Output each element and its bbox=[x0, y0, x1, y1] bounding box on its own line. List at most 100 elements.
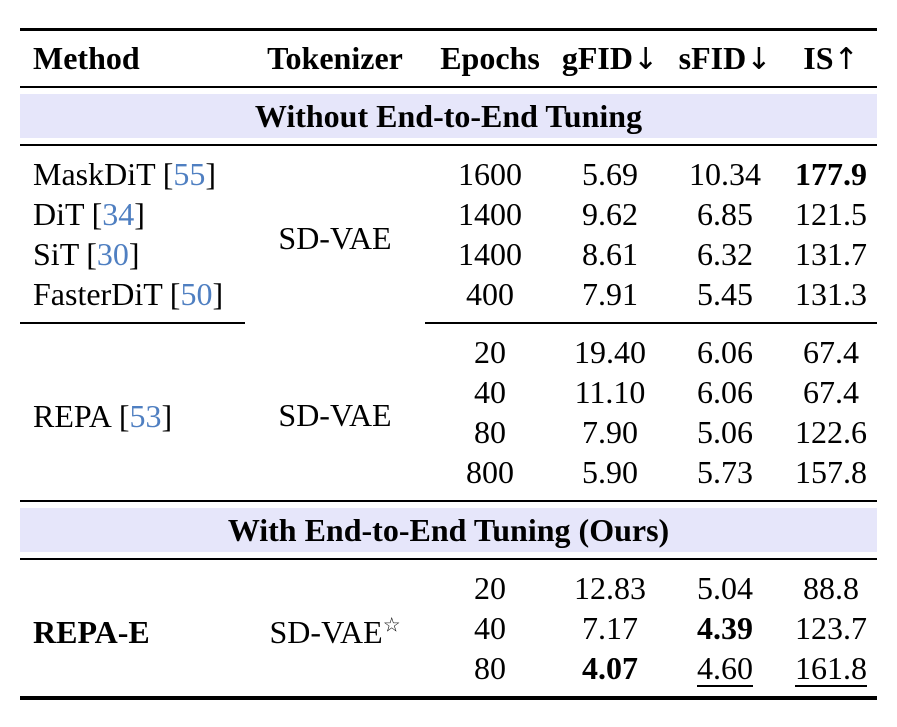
method-name: DiT bbox=[33, 195, 85, 232]
paper-table-page: Method Tokenizer Epochs gFID↓ sFID↓ IS↑ … bbox=[20, 28, 877, 700]
cite-bracket-close: ] bbox=[205, 155, 216, 192]
cell-epochs: 1400 bbox=[458, 235, 522, 272]
cell-gfid: 5.90 bbox=[555, 452, 665, 502]
column-header-sfid: sFID↓ bbox=[665, 29, 785, 88]
cell-sfid: 5.04 bbox=[697, 569, 753, 606]
cell-is: 123.7 bbox=[795, 609, 867, 646]
table-row: 80 7.90 5.06 122.6 bbox=[20, 412, 877, 452]
table-row: 80 4.07 4.60 161.8 bbox=[20, 648, 877, 698]
cell-is: 131.3 bbox=[785, 274, 877, 324]
cell-gfid: 7.90 bbox=[582, 413, 638, 450]
method-cell: SiT [30] bbox=[20, 234, 245, 274]
cell-sfid: 4.39 bbox=[697, 609, 753, 646]
tokenizer-cell: SD-VAE bbox=[278, 397, 392, 433]
column-header-tokenizer: Tokenizer bbox=[245, 29, 425, 88]
cell-is: 67.4 bbox=[803, 333, 859, 370]
cell-sfid: 5.45 bbox=[665, 274, 785, 324]
cell-epochs: 40 bbox=[474, 373, 506, 410]
cell-gfid: 4.07 bbox=[582, 649, 638, 686]
cell-is: 157.8 bbox=[785, 452, 877, 502]
cell-sfid: 6.32 bbox=[697, 235, 753, 272]
section-band-without: Without End-to-End Tuning bbox=[20, 86, 877, 146]
cell-sfid: 10.34 bbox=[689, 155, 761, 192]
cell-epochs: 1600 bbox=[458, 155, 522, 192]
cell-is: 88.8 bbox=[803, 569, 859, 606]
header-label: IS bbox=[803, 40, 834, 76]
cell-sfid: 5.06 bbox=[697, 413, 753, 450]
cell-sfid: 6.06 bbox=[697, 373, 753, 410]
cite-bracket-close: ] bbox=[128, 235, 140, 272]
section-title: With End-to-End Tuning (Ours) bbox=[20, 508, 877, 552]
cite-bracket-open: [ bbox=[162, 155, 174, 192]
column-header-gfid: gFID↓ bbox=[555, 29, 665, 88]
column-header-method: Method bbox=[20, 29, 245, 88]
citation-link[interactable]: 34 bbox=[102, 195, 135, 232]
table-row: FasterDiT [50] 400 7.91 5.45 131.3 bbox=[20, 274, 877, 324]
cell-gfid: 5.69 bbox=[582, 155, 638, 192]
citation-link[interactable]: 50 bbox=[180, 275, 213, 312]
star-icon: ☆ bbox=[382, 612, 401, 636]
down-arrow-icon: ↓ bbox=[746, 42, 772, 77]
tokenizer-name: SD-VAE bbox=[269, 613, 383, 650]
header-label: Epochs bbox=[440, 40, 540, 76]
section-band-row: Without End-to-End Tuning bbox=[20, 86, 877, 146]
cite-bracket-close: ] bbox=[212, 275, 224, 312]
down-arrow-icon: ↓ bbox=[632, 42, 659, 77]
cell-epochs: 20 bbox=[474, 333, 506, 370]
column-header-epochs: Epochs bbox=[425, 29, 555, 88]
cell-epochs: 20 bbox=[474, 569, 506, 606]
citation-link[interactable]: 53 bbox=[129, 397, 162, 434]
cell-epochs: 400 bbox=[425, 274, 555, 324]
table-row: DiT [34] 1400 9.62 6.85 121.5 bbox=[20, 194, 877, 234]
citation-link[interactable]: 30 bbox=[96, 235, 129, 272]
cell-is: 161.8 bbox=[795, 649, 867, 686]
cell-is: 67.4 bbox=[803, 373, 859, 410]
cell-is: 131.7 bbox=[795, 235, 867, 272]
header-label: sFID bbox=[678, 40, 747, 76]
method-name: FasterDiT bbox=[33, 275, 163, 312]
cell-gfid: 8.61 bbox=[582, 235, 638, 272]
column-header-is: IS↑ bbox=[785, 29, 877, 88]
cite-bracket-open: [ bbox=[118, 397, 130, 434]
table-row: REPA-E SD-VAE☆ 20 12.83 5.04 88.8 bbox=[20, 559, 877, 650]
cite-bracket-close: ] bbox=[134, 195, 145, 232]
header-label: gFID bbox=[561, 40, 633, 76]
method-name: REPA bbox=[33, 397, 112, 434]
method-cell: REPA-E bbox=[33, 613, 150, 650]
table-row: MaskDiT [55] SD-VAE 1600 5.69 10.34 177.9 bbox=[20, 145, 877, 257]
up-arrow-icon: ↑ bbox=[833, 42, 859, 77]
cell-epochs: 40 bbox=[474, 609, 506, 646]
table-row: 40 11.10 6.06 67.4 bbox=[20, 372, 877, 412]
table-row: 800 5.90 5.73 157.8 bbox=[20, 452, 877, 502]
method-cell: MaskDiT [55] bbox=[20, 145, 245, 194]
cell-gfid: 12.83 bbox=[574, 569, 646, 606]
cite-bracket-open: [ bbox=[91, 195, 103, 232]
method-cell: DiT [34] bbox=[20, 194, 245, 234]
section-band-with: With End-to-End Tuning (Ours) bbox=[20, 500, 877, 560]
section-band-row: With End-to-End Tuning (Ours) bbox=[20, 500, 877, 560]
method-cell: REPA [53] bbox=[20, 323, 245, 501]
header-row: Method Tokenizer Epochs gFID↓ sFID↓ IS↑ bbox=[20, 29, 877, 88]
cite-bracket-open: [ bbox=[169, 275, 181, 312]
cell-gfid: 19.40 bbox=[574, 333, 646, 370]
method-name: MaskDiT bbox=[33, 155, 156, 192]
header-label: Method bbox=[33, 40, 140, 76]
cell-sfid: 6.06 bbox=[697, 333, 753, 370]
method-cell: FasterDiT [50] bbox=[20, 274, 245, 324]
citation-link[interactable]: 55 bbox=[173, 155, 206, 192]
cell-gfid: 7.91 bbox=[555, 274, 665, 324]
tokenizer-cell: SD-VAE☆ bbox=[245, 559, 425, 698]
header-label: Tokenizer bbox=[267, 40, 403, 76]
cell-sfid: 4.60 bbox=[697, 649, 753, 686]
cell-gfid: 11.10 bbox=[574, 373, 646, 410]
cell-epochs: 80 bbox=[474, 413, 506, 450]
cell-epochs: 800 bbox=[425, 452, 555, 502]
cell-is: 177.9 bbox=[795, 155, 867, 192]
cell-gfid: 9.62 bbox=[582, 195, 638, 232]
cell-sfid: 5.73 bbox=[665, 452, 785, 502]
method-name: SiT bbox=[33, 235, 80, 272]
cell-sfid: 6.85 bbox=[697, 195, 753, 232]
table-row: SiT [30] 1400 8.61 6.32 131.7 bbox=[20, 234, 877, 274]
cite-bracket-close: ] bbox=[161, 397, 173, 434]
cell-epochs: 80 bbox=[474, 649, 506, 686]
